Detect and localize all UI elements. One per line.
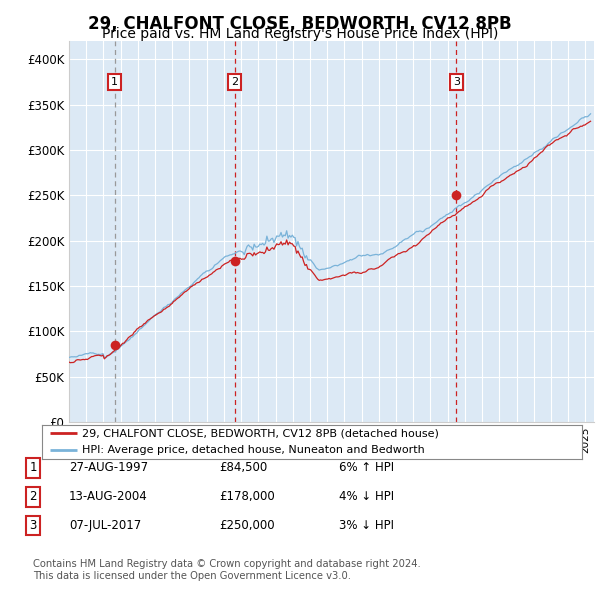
Text: 3: 3	[29, 519, 37, 532]
Text: 3% ↓ HPI: 3% ↓ HPI	[339, 519, 394, 532]
Text: 4% ↓ HPI: 4% ↓ HPI	[339, 490, 394, 503]
Text: 3: 3	[453, 77, 460, 87]
Text: 6% ↑ HPI: 6% ↑ HPI	[339, 461, 394, 474]
Text: 13-AUG-2004: 13-AUG-2004	[69, 490, 148, 503]
Text: HPI: Average price, detached house, Nuneaton and Bedworth: HPI: Average price, detached house, Nune…	[83, 445, 425, 455]
Text: 29, CHALFONT CLOSE, BEDWORTH, CV12 8PB: 29, CHALFONT CLOSE, BEDWORTH, CV12 8PB	[88, 15, 512, 33]
Text: 07-JUL-2017: 07-JUL-2017	[69, 519, 141, 532]
Text: 1: 1	[29, 461, 37, 474]
Text: 29, CHALFONT CLOSE, BEDWORTH, CV12 8PB (detached house): 29, CHALFONT CLOSE, BEDWORTH, CV12 8PB (…	[83, 428, 439, 438]
Text: 2: 2	[29, 490, 37, 503]
Text: £178,000: £178,000	[219, 490, 275, 503]
Text: 1: 1	[111, 77, 118, 87]
Text: Price paid vs. HM Land Registry's House Price Index (HPI): Price paid vs. HM Land Registry's House …	[102, 27, 498, 41]
Text: 27-AUG-1997: 27-AUG-1997	[69, 461, 148, 474]
Text: 2: 2	[231, 77, 238, 87]
Text: Contains HM Land Registry data © Crown copyright and database right 2024.
This d: Contains HM Land Registry data © Crown c…	[33, 559, 421, 581]
Text: £250,000: £250,000	[219, 519, 275, 532]
Text: £84,500: £84,500	[219, 461, 267, 474]
